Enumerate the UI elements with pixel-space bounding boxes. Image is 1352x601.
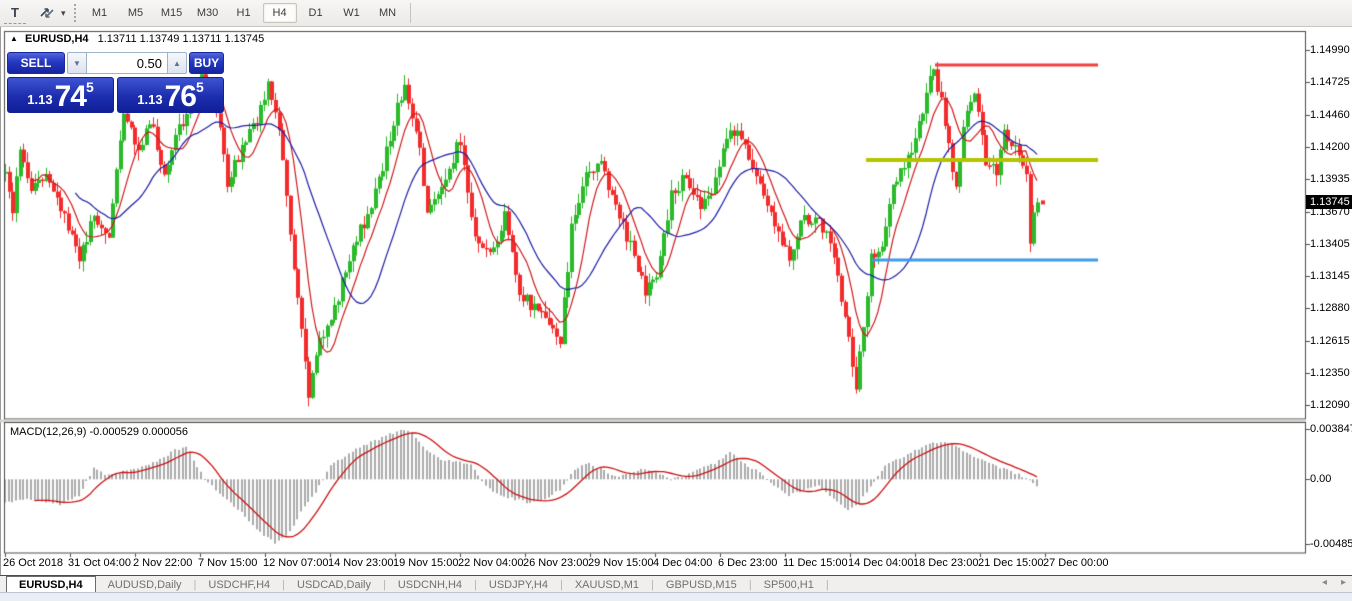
tab-xauusd-m1[interactable]: XAUUSD,M1 [574, 578, 640, 591]
price-axis-label: 1.14725 [1310, 76, 1350, 89]
tab-separator: | [559, 578, 563, 591]
tab-separator: | [282, 578, 285, 591]
price-axis-label: 1.14460 [1310, 108, 1350, 121]
chart-ohlc: 1.13711 1.13749 1.13711 1.13745 [97, 33, 265, 45]
timeframe-button-m1[interactable]: M1 [91, 7, 108, 19]
tab-separator: | [651, 578, 654, 591]
date-label: 18 Dec 23:00 [913, 557, 979, 569]
date-label: 22 Nov 04:00 [458, 557, 524, 569]
timeframe-button-mn[interactable]: MN [378, 7, 397, 19]
price-axis-label: 1.13935 [1310, 173, 1350, 186]
buy-price-sup: 5 [195, 79, 204, 95]
date-label: 4 Dec 04:00 [653, 557, 713, 569]
chart-symbol: EURUSD,H4 [24, 33, 89, 45]
dropdown-caret-icon[interactable]: ▾ [61, 7, 66, 18]
tab-separator: | [825, 578, 829, 591]
volume-input[interactable] [87, 52, 167, 74]
tab-separator: | [748, 578, 752, 591]
tab-usdcnh-h4[interactable]: USDCNH,H4 [397, 578, 463, 591]
tab-usdcad-daily[interactable]: USDCAD,Daily [297, 578, 371, 591]
tab-separator: | [193, 578, 197, 591]
tab-scroll-buttons: ◂ ▸ [1322, 577, 1346, 588]
date-label: 29 Nov 15:00 [588, 557, 654, 569]
toolbar-separator [409, 3, 411, 23]
sell-price-sup: 5 [85, 79, 94, 95]
toolbar-grip [73, 4, 76, 22]
tab-gbpusd-m15[interactable]: GBPUSD,M15 [665, 578, 737, 591]
chart-tabbar: EURUSD,H4 AUDUSD,Daily | USDCHF,H4 | USDCAD,D… [0, 575, 1352, 593]
date-label: 2 Nov 22:00 [133, 557, 193, 569]
date-label: 19 Nov 15:00 [393, 557, 459, 569]
date-label: 26 Nov 23:00 [523, 557, 589, 569]
cycle-arrows-glyph [40, 8, 54, 18]
volume-up-button[interactable]: ▲ [167, 52, 187, 74]
tab-sp500-h1[interactable]: SP500,H1 [763, 578, 814, 591]
price-axis-label: 1.14990 [1310, 44, 1350, 56]
date-label: 14 Nov 23:00 [328, 557, 394, 569]
date-label: 21 Dec 15:00 [978, 557, 1044, 569]
chart-title: ▲ EURUSD,H4 1.13711 1.13749 1.13711 1.13… [10, 33, 264, 45]
price-axis-label: 1.12880 [1310, 302, 1350, 315]
window-collapse-icon[interactable]: ▲ [10, 34, 18, 43]
buy-button[interactable]: BUY [189, 52, 224, 74]
date-label: 11 Dec 15:00 [783, 557, 848, 569]
date-label: 7 Nov 15:00 [198, 557, 258, 569]
current-price-badge: 1.13745 [1306, 195, 1352, 210]
volume-down-button[interactable]: ▼ [67, 52, 87, 74]
macd-axis-label: 0.00 [1310, 473, 1332, 486]
tab-audusd-daily[interactable]: AUDUSD,Daily [107, 578, 182, 591]
date-label: 26 Oct 2018 [3, 557, 63, 569]
buy-price-panel[interactable]: 1.13 76 5 [117, 77, 224, 113]
tab-scroll-left-icon[interactable]: ◂ [1321, 577, 1327, 588]
sell-price-panel[interactable]: 1.13 74 5 [7, 77, 114, 113]
tab-usdchf-h4[interactable]: USDCHF,H4 [208, 578, 271, 591]
sell-price-prefix: 1.13 [27, 92, 53, 107]
buy-price-main: 76 [164, 80, 197, 113]
buy-price-prefix: 1.13 [137, 92, 163, 107]
timeframe-button-m15[interactable]: M15 [160, 7, 183, 19]
one-click-trading-panel: SELL ▼ ▲ BUY 1.13 74 5 1.13 76 5 [7, 52, 224, 113]
date-label: 6 Dec 23:00 [718, 557, 778, 569]
timeframe-button-m30[interactable]: M30 [196, 7, 219, 19]
price-axis-label: 1.12615 [1310, 334, 1350, 347]
date-label: 27 Dec 00:00 [1043, 557, 1109, 569]
timeframe-button-w1[interactable]: W1 [343, 7, 360, 19]
date-label: 31 Oct 04:00 [68, 557, 131, 569]
macd-indicator-label: MACD(12,26,9) -0.000529 0.000056 [10, 426, 188, 438]
timeframe-group: M1 M5 M15 M30 H1 H4 D1 W1 MN [82, 3, 406, 23]
status-bar [0, 592, 1352, 601]
tab-scroll-right-icon[interactable]: ▸ [1340, 577, 1346, 588]
macd-axis-label: -0.004856 [1310, 537, 1352, 550]
price-axis-label: 1.12350 [1310, 367, 1350, 380]
tab-separator: | [382, 578, 386, 591]
text-label-tool-icon[interactable]: T [4, 3, 26, 24]
tab-eurusd-h4[interactable]: EURUSD,H4 [6, 576, 96, 593]
date-label: 12 Nov 07:00 [263, 557, 329, 569]
price-axis-label: 1.13145 [1310, 269, 1350, 282]
price-axis-label: 1.13405 [1310, 238, 1350, 251]
tab-usdjpy-h4[interactable]: USDJPY,H4 [488, 578, 548, 591]
macd-axis-label: 0.003847 [1310, 422, 1352, 435]
sell-button[interactable]: SELL [7, 52, 65, 74]
date-label: 14 Dec 04:00 [848, 557, 914, 569]
price-axis-label: 1.14200 [1310, 140, 1350, 153]
price-axis-label: 1.12090 [1310, 399, 1350, 411]
timeframe-button-d1[interactable]: D1 [308, 7, 323, 19]
timeframe-button-h1[interactable]: H1 [236, 7, 251, 19]
tab-separator: | [474, 578, 477, 591]
timeframe-button-m5[interactable]: M5 [127, 7, 144, 19]
sell-price-main: 74 [54, 80, 87, 113]
top-toolbar: T ▾ M1 M5 M15 M30 H1 H4 D1 W1 MN [0, 0, 1352, 27]
cycle-arrows-icon[interactable] [34, 3, 60, 23]
timeframe-button-h4[interactable]: H4 [262, 3, 297, 23]
